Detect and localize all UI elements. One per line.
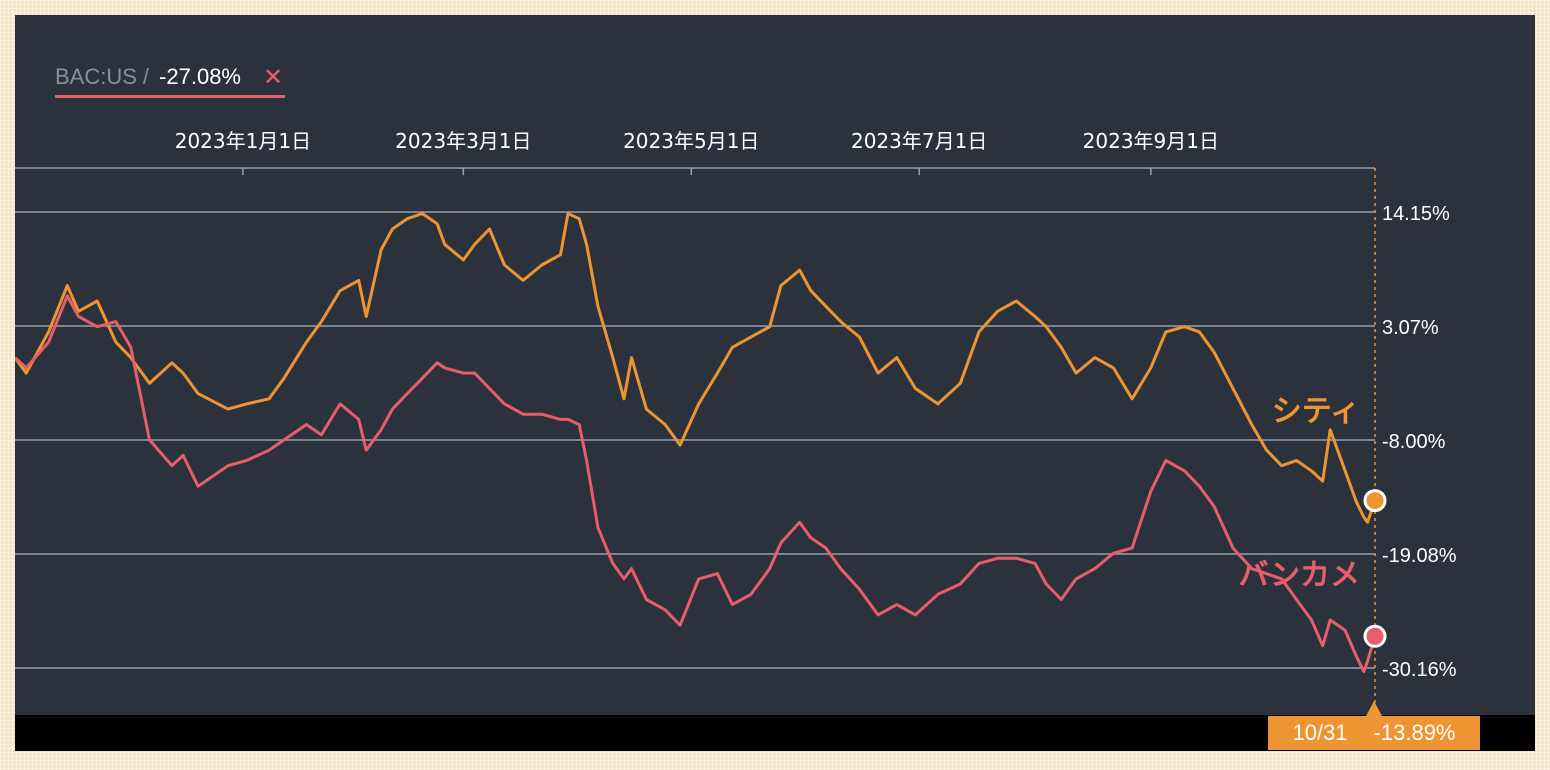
close-icon[interactable]: ✕	[263, 63, 284, 91]
tooltip-date: 10/31	[1292, 720, 1348, 745]
y-tick-label: -8.00%	[1382, 431, 1446, 453]
x-tick-label: 2023年9月1日	[1083, 129, 1219, 153]
x-tick-label: 2023年7月1日	[851, 129, 987, 153]
line-chart[interactable]: 2023年1月1日 2023年3月1日 2023年5月1日 2023年7月1日 2023…	[15, 15, 1535, 751]
citi-end-marker	[1363, 489, 1387, 513]
bankame-series-label: バンカメ	[1239, 558, 1361, 593]
x-tick-label: 2023年3月1日	[395, 129, 531, 153]
compare-chip[interactable]: BAC:US / -27.08% ✕	[55, 59, 286, 98]
bankame-line	[15, 294, 1377, 673]
citi-line	[15, 212, 1377, 524]
crosshair-tooltip: 10/31 -13.89%	[1268, 716, 1480, 750]
compare-value: -27.08%	[159, 64, 241, 89]
x-tick-label: 2023年5月1日	[623, 129, 759, 153]
tooltip-value: -13.89%	[1373, 720, 1456, 745]
x-tick-label: 2023年1月1日	[175, 129, 311, 153]
compare-symbol: BAC:US	[55, 64, 137, 89]
y-tick-label: -19.08%	[1382, 545, 1457, 567]
compare-separator: /	[142, 64, 150, 89]
chart-panel: 2023年1月1日 2023年3月1日 2023年5月1日 2023年7月1日 2023…	[15, 15, 1535, 751]
bankame-end-marker	[1363, 624, 1387, 648]
y-tick-label: 14.15%	[1382, 203, 1450, 225]
y-tick-label: -30.16%	[1382, 659, 1457, 681]
tooltip-arrow-icon	[1366, 701, 1382, 716]
y-tick-label: 3.07%	[1382, 317, 1439, 339]
citi-series-label: シティ	[1272, 394, 1360, 429]
